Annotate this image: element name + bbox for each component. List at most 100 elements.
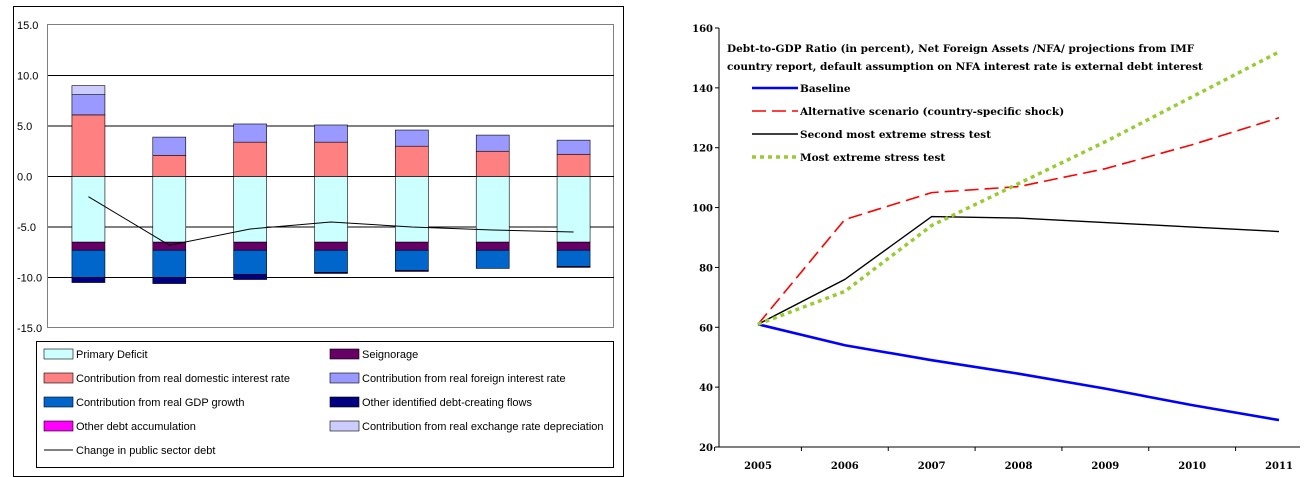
- left-bar-segment: [152, 277, 187, 284]
- right-y-tick-label: 20: [699, 443, 713, 454]
- right-y-tick-label: 140: [692, 84, 713, 95]
- left-bar-segment: [314, 124, 348, 143]
- left-bar-segment: [314, 176, 348, 243]
- left-legend-label: Contribution from real domestic interest…: [76, 373, 290, 385]
- left-bar-segment: [475, 176, 510, 243]
- left-bar-segment: [475, 241, 510, 251]
- right-legend-label: Second most extreme stress test: [800, 129, 991, 141]
- left-bar-segment: [152, 176, 187, 243]
- left-bar-segment: [395, 176, 429, 243]
- left-legend-label: Change in public sector debt: [76, 445, 215, 457]
- left-bar-segment: [556, 241, 591, 251]
- left-legend-swatch: [329, 348, 360, 360]
- left-bar-segment: [71, 277, 106, 283]
- left-y-tick-label: -5.0: [17, 222, 36, 234]
- left-legend-swatch: [329, 420, 360, 432]
- right-series-line: [757, 323, 1280, 422]
- left-bar-segment: [71, 176, 106, 243]
- left-bar-segment: [475, 134, 510, 152]
- left-bar-segment: [556, 176, 591, 243]
- right-legend-label: Baseline: [800, 83, 851, 95]
- left-bar-segment: [314, 249, 348, 273]
- left-bar-segment: [152, 249, 187, 278]
- left-bar-segment: [233, 241, 267, 251]
- right-y-tick-label: 160: [692, 24, 713, 35]
- right-series-line: [757, 117, 1280, 325]
- left-legend-swatch: [43, 372, 74, 384]
- right-x-tick-label: 2010: [1178, 461, 1206, 472]
- left-legend-label: Other identified debt-creating flows: [362, 397, 532, 409]
- left-line-change-in-debt: [88, 196, 574, 246]
- right-y-tick-label: 120: [692, 144, 713, 155]
- left-bar-segment: [71, 249, 106, 278]
- right-x-tick-label: 2009: [1091, 461, 1119, 472]
- right-series-line: [757, 50, 1280, 326]
- left-bar-segment: [314, 272, 348, 274]
- left-bar-segment: [556, 249, 591, 267]
- left-bar-segment: [71, 241, 106, 251]
- right-chart-title: Debt-to-GDP Ratio (in percent), Net Fore…: [727, 43, 1203, 73]
- right-title-line-2: country report, default assumption on NF…: [727, 61, 1203, 73]
- left-y-axis-ticks: 15.0 10.0 5.0 0.0 -5.0 -10.0 -15.0: [17, 20, 42, 335]
- right-y-axis-ticks: 160 140 120 100 80 60 40 20: [692, 24, 719, 454]
- left-legend-swatch: [43, 396, 74, 408]
- right-x-axis-ticks: 2005 2006 2007 2008 2009 2010 2011: [714, 447, 1293, 472]
- left-legend-label: Contribution from real foreign interest …: [362, 373, 566, 385]
- left-legend-swatch: [329, 372, 360, 384]
- right-legend-label: Alternative scenario (country-specific s…: [799, 106, 1064, 118]
- left-y-tick-label: 10.0: [17, 71, 38, 83]
- right-y-tick-label: 100: [692, 204, 713, 215]
- left-bar-segment: [395, 129, 429, 147]
- left-bars: [71, 85, 591, 284]
- right-series-line: [757, 215, 1280, 325]
- left-legend-label: Primary Deficit: [76, 349, 148, 361]
- left-y-tick-label: -15.0: [17, 323, 42, 335]
- right-x-tick-label: 2011: [1265, 461, 1293, 472]
- right-legend-label: Most extreme stress test: [800, 152, 945, 164]
- left-bar-segment: [233, 141, 267, 177]
- right-y-tick-label: 80: [699, 263, 713, 274]
- left-bar-segment: [152, 154, 187, 177]
- right-title-line-1: Debt-to-GDP Ratio (in percent), Net Fore…: [727, 43, 1195, 55]
- left-bar-segment: [556, 153, 591, 177]
- right-y-tick-label: 40: [699, 383, 713, 394]
- left-legend-label: Seignorage: [362, 349, 418, 361]
- left-bar-segment: [395, 249, 429, 271]
- left-bar-segment: [152, 136, 187, 156]
- right-x-tick-label: 2005: [744, 461, 772, 472]
- left-legend-swatch: [43, 348, 74, 360]
- left-bar-segment: [395, 241, 429, 251]
- left-bar-segment: [395, 270, 429, 272]
- left-legend-swatch: [43, 420, 74, 432]
- left-bar-segment: [475, 249, 510, 269]
- left-legend-box: [36, 341, 614, 468]
- left-bar-segment: [233, 249, 267, 275]
- left-legend-label: Contribution from real GDP growth: [76, 397, 245, 409]
- left-bar-segment: [556, 139, 591, 155]
- right-y-tick-label: 60: [699, 323, 713, 334]
- left-legend-label: Contribution from real exchange rate dep…: [362, 421, 604, 433]
- right-line-series: [757, 50, 1280, 422]
- left-bar-segment: [314, 241, 348, 251]
- left-bar-segment: [71, 114, 106, 177]
- left-bar-segment: [314, 141, 348, 177]
- left-bar-segment: [395, 145, 429, 177]
- right-x-tick-label: 2006: [831, 461, 859, 472]
- left-y-tick-label: 5.0: [17, 121, 32, 133]
- left-bar-segment: [233, 274, 267, 280]
- right-legend: Baseline Alternative scenario (country-sp…: [752, 83, 1064, 164]
- left-bar-segment: [233, 123, 267, 143]
- left-legend: Primary Deficit Seignorage Contribution fr…: [36, 341, 614, 468]
- left-y-tick-label: 15.0: [17, 20, 38, 32]
- left-y-tick-label: 0.0: [17, 172, 32, 184]
- left-legend-swatch: [329, 396, 360, 408]
- left-y-tick-label: -10.0: [17, 273, 42, 285]
- left-bar-segment: [71, 94, 106, 116]
- right-x-tick-label: 2008: [1005, 461, 1033, 472]
- left-bar-segment: [71, 85, 106, 95]
- left-legend-label: Other debt accumulation: [76, 421, 196, 433]
- left-bar-segment: [233, 176, 267, 243]
- left-bar-segment: [475, 150, 510, 177]
- right-axes: [718, 28, 1300, 448]
